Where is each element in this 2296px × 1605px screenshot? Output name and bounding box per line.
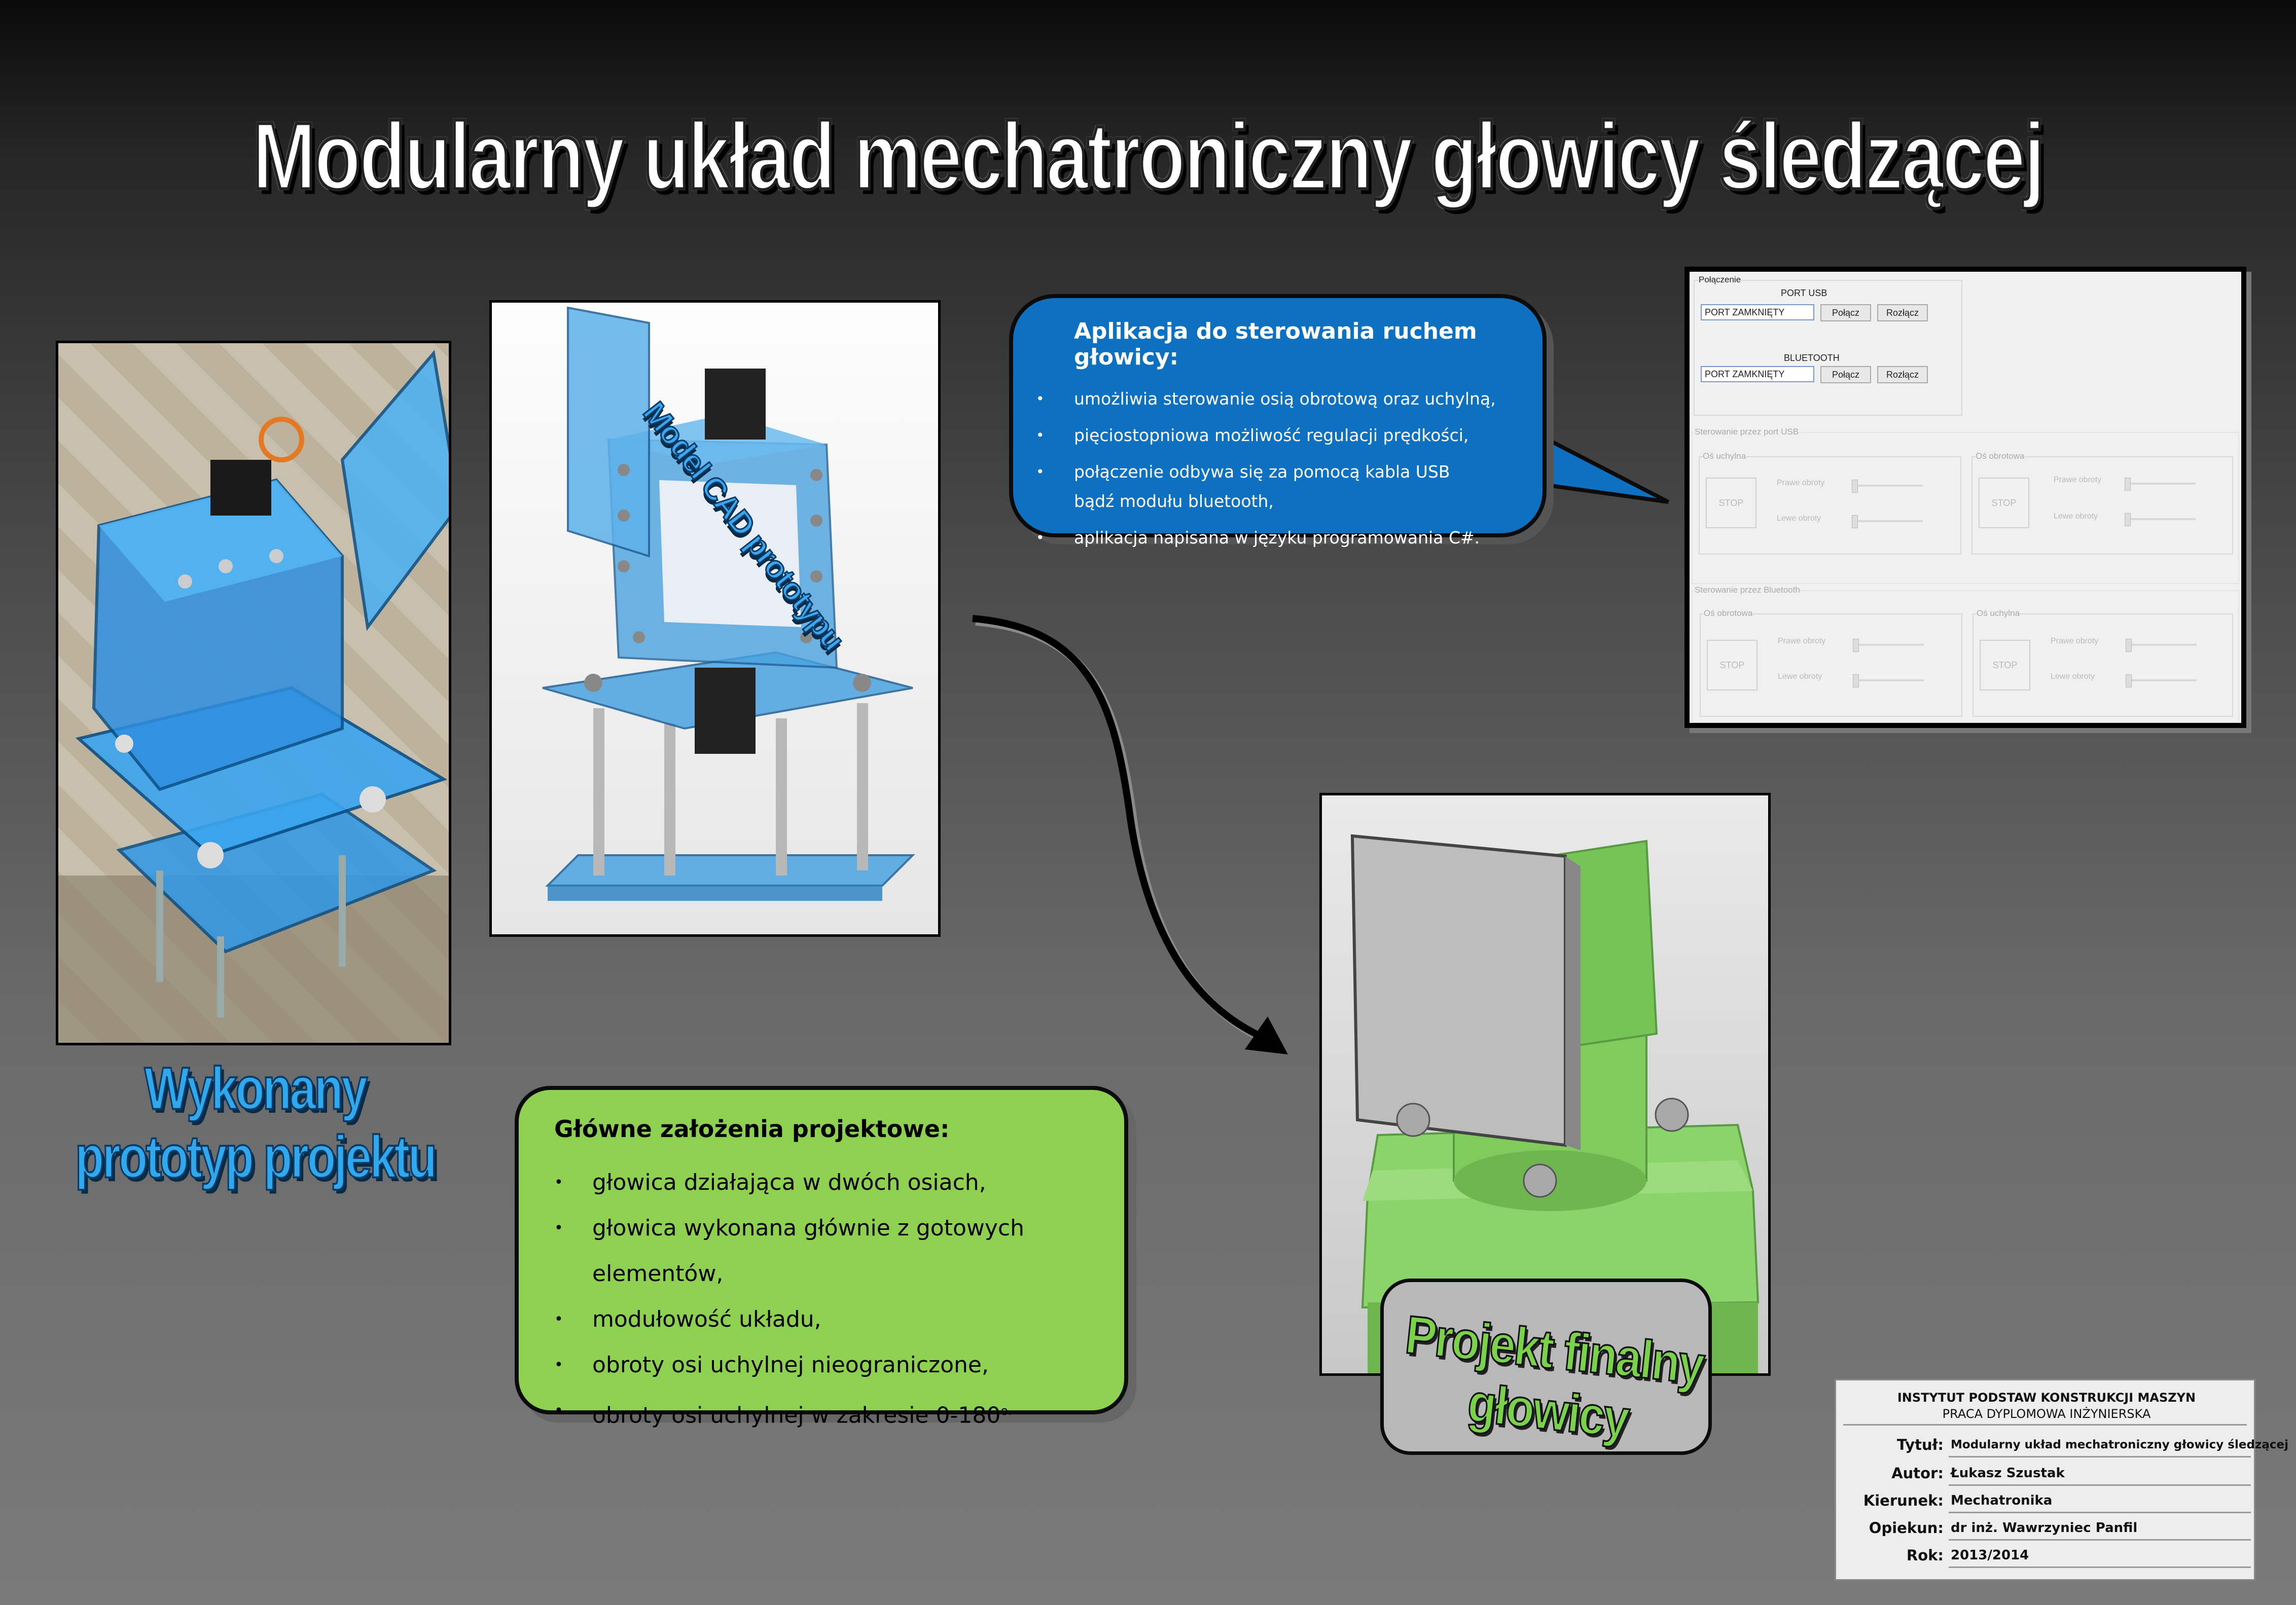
bt-rotation-right-label: Prawe obroty bbox=[1778, 637, 1826, 645]
bluetooth-label: BLUETOOTH bbox=[1784, 353, 1840, 363]
usb-rotation-left-label: Lewe obroty bbox=[2054, 512, 2098, 521]
usb-rotation-right-label: Prawe obroty bbox=[2054, 476, 2102, 484]
bt-rotation-panel: Oś obrotowa STOP Prawe obroty Lewe obrot… bbox=[1700, 608, 1962, 717]
bt-tilt-right-slider[interactable] bbox=[2126, 639, 2197, 652]
usb-tilt-right-slider[interactable] bbox=[1852, 480, 1923, 493]
list-item: obroty osi uchylnej w zakresie 0-180o. bbox=[554, 1388, 1109, 1439]
list-item-text: obroty osi uchylnej w zakresie 0-180 bbox=[592, 1402, 1001, 1429]
row-label: Tytuł: bbox=[1896, 1436, 1944, 1453]
degree-suffix: o. bbox=[1000, 1404, 1012, 1418]
list-item: głowica działająca w dwóch osiach, bbox=[554, 1160, 1109, 1206]
institute-name: INSTYTUT PODSTAW KONSTRUKCJI MASZYN bbox=[1897, 1391, 2196, 1405]
cad-illustration bbox=[542, 306, 915, 901]
usb-status-field[interactable]: PORT ZAMKNIĘTY bbox=[1701, 304, 1814, 320]
row-value: Modularny układ mechatroniczny głowicy ś… bbox=[1951, 1438, 2288, 1451]
author-row: Autor: Łukasz Szustak bbox=[1836, 1460, 2257, 1486]
poster-title: Modularny układ mechatroniczny głowicy ś… bbox=[251, 101, 2046, 210]
list-item: pięciostopniowa możliwość regulacji pręd… bbox=[1036, 421, 1522, 450]
design-goals-list: głowica działająca w dwóch osiach, głowi… bbox=[554, 1160, 1109, 1439]
row-value: Łukasz Szustak bbox=[1951, 1466, 2065, 1481]
usb-rotation-right-slider[interactable] bbox=[2125, 478, 2196, 491]
list-item: modułowość układu, bbox=[554, 1297, 1109, 1342]
bt-rotation-stop-button[interactable]: STOP bbox=[1707, 640, 1757, 690]
usb-control-label: Sterowanie przez port USB bbox=[1695, 427, 1799, 437]
bluetooth-connect-button[interactable]: Połącz bbox=[1820, 366, 1871, 383]
row-value: Mechatronika bbox=[1951, 1493, 2053, 1508]
list-item: głowica wykonana głównie z gotowych elem… bbox=[554, 1206, 1109, 1297]
bt-rotation-label: Oś obrotowa bbox=[1704, 608, 1753, 618]
usb-tilt-stop-button[interactable]: STOP bbox=[1706, 478, 1756, 528]
bluetooth-control-label: Sterowanie przez Bluetooth bbox=[1695, 585, 1800, 595]
thesis-title-block: INSTYTUT PODSTAW KONSTRUKCJI MASZYN PRAC… bbox=[1835, 1379, 2288, 1581]
bt-tilt-panel: Oś uchylna STOP Prawe obroty Lewe obroty bbox=[1972, 608, 2233, 717]
usb-tilt-label: Oś uchylna bbox=[1703, 451, 1746, 461]
row-value: 2013/2014 bbox=[1951, 1548, 2029, 1563]
bt-rotation-right-slider[interactable] bbox=[1853, 639, 1924, 652]
curved-arrow-icon bbox=[972, 615, 1288, 1054]
usb-disconnect-button[interactable]: Rozłącz bbox=[1877, 304, 1928, 321]
connection-group: Połączenie PORT USB PORT ZAMKNIĘTY Połąc… bbox=[1694, 275, 1962, 416]
row-label: Kierunek: bbox=[1863, 1492, 1944, 1509]
row-label: Opiekun: bbox=[1869, 1519, 1944, 1537]
row-label: Rok: bbox=[1906, 1547, 1944, 1564]
prototype-illustration bbox=[58, 343, 449, 1043]
field-row: Kierunek: Mechatronika bbox=[1836, 1487, 2257, 1513]
bt-tilt-left-slider[interactable] bbox=[2126, 674, 2197, 687]
bluetooth-disconnect-button[interactable]: Rozłącz bbox=[1877, 366, 1928, 383]
year-row: Rok: 2013/2014 bbox=[1836, 1542, 2257, 1568]
usb-control-group: Sterowanie przez port USB Oś uchylna STO… bbox=[1692, 427, 2239, 584]
supervisor-row: Opiekun: dr inż. Wawrzyniec Panfil bbox=[1836, 1514, 2257, 1541]
design-goals-heading: Główne założenia projektowe: bbox=[554, 1115, 950, 1143]
prototype-caption: Wykonany prototyp projektu bbox=[74, 1054, 438, 1191]
usb-rotation-stop-button[interactable]: STOP bbox=[1979, 478, 2029, 528]
usb-tilt-left-slider[interactable] bbox=[1852, 515, 1923, 528]
bluetooth-control-group: Sterowanie przez Bluetooth Oś obrotowa S… bbox=[1692, 585, 2239, 723]
bt-rotation-left-label: Lewe obroty bbox=[1778, 672, 1822, 681]
usb-label: PORT USB bbox=[1781, 288, 1827, 298]
final-design-caption: Projekt finalny głowicy bbox=[1402, 1304, 1707, 1450]
usb-tilt-panel: Oś uchylna STOP Prawe obroty Lewe obroty bbox=[1699, 451, 1961, 555]
app-description-callout: Aplikacja do sterowania ruchem głowicy: … bbox=[1009, 294, 1547, 553]
application-window: Połączenie PORT USB PORT ZAMKNIĘTY Połąc… bbox=[1684, 267, 2246, 728]
usb-rotation-label: Oś obrotowa bbox=[1976, 451, 2025, 461]
list-item: obroty osi uchylnej nieograniczone, bbox=[554, 1342, 1109, 1388]
usb-rotation-panel: Oś obrotowa STOP Prawe obroty Lewe obrot… bbox=[1971, 451, 2233, 555]
design-goals-callout: Główne założenia projektowe: głowica dzi… bbox=[515, 1086, 1128, 1434]
list-item: aplikacja napisana w języku programowani… bbox=[1036, 523, 1522, 553]
usb-connect-button[interactable]: Połącz bbox=[1820, 304, 1871, 321]
usb-rotation-left-slider[interactable] bbox=[2125, 513, 2196, 526]
bluetooth-status-field[interactable]: PORT ZAMKNIĘTY bbox=[1701, 366, 1814, 382]
app-description-heading: Aplikacja do sterowania ruchem głowicy: bbox=[1074, 318, 1477, 370]
cad-model-image bbox=[489, 300, 941, 937]
usb-tilt-right-label: Prawe obroty bbox=[1777, 479, 1825, 487]
final-design-caption-box: Projekt finalny głowicy bbox=[1380, 1279, 1712, 1455]
list-item: umożliwia sterowanie osią obrotową oraz … bbox=[1036, 384, 1522, 414]
bt-tilt-label: Oś uchylna bbox=[1977, 608, 2020, 618]
bt-tilt-right-label: Prawe obroty bbox=[2051, 637, 2099, 645]
prototype-photo bbox=[56, 341, 451, 1045]
row-value: dr inż. Wawrzyniec Panfil bbox=[1951, 1520, 2138, 1536]
connection-group-label: Połączenie bbox=[1699, 275, 1741, 285]
bt-rotation-left-slider[interactable] bbox=[1853, 674, 1924, 687]
title-row: Tytuł: Modularny układ mechatroniczny gł… bbox=[1836, 1431, 2288, 1457]
list-item: połączenie odbywa się za pomocą kabla US… bbox=[1036, 457, 1459, 516]
bt-tilt-stop-button[interactable]: STOP bbox=[1980, 640, 2030, 690]
usb-tilt-left-label: Lewe obroty bbox=[1777, 514, 1821, 523]
row-label: Autor: bbox=[1891, 1465, 1944, 1482]
bt-tilt-left-label: Lewe obroty bbox=[2051, 672, 2095, 681]
app-description-list: umożliwia sterowanie osią obrotową oraz … bbox=[1036, 384, 1522, 553]
thesis-type: PRACA DYPLOMOWA INŻYNIERSKA bbox=[1942, 1407, 2151, 1421]
